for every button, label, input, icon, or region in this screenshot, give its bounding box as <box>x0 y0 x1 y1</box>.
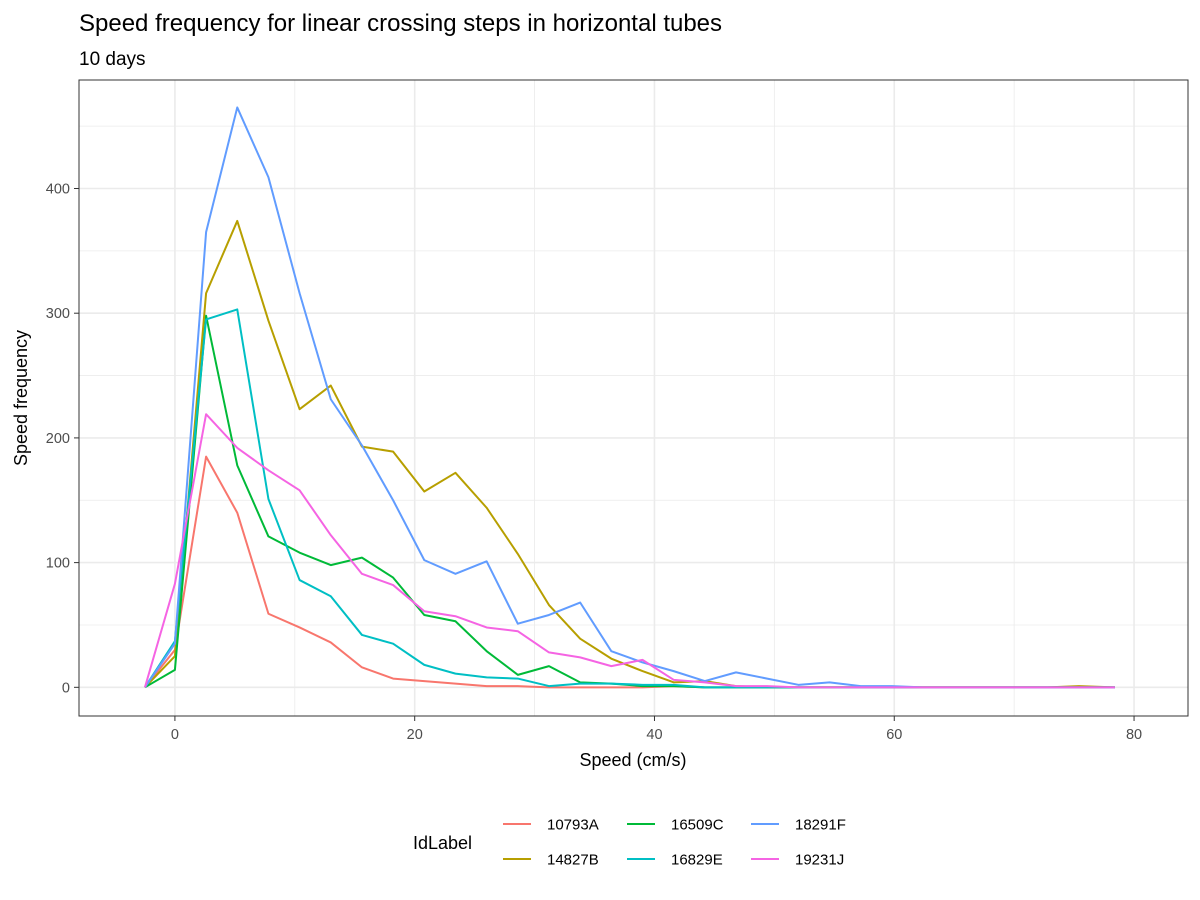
series-line-19231J <box>143 413 1115 689</box>
x-tick-label: 80 <box>1126 727 1142 743</box>
legend-label: 18291F <box>795 817 846 834</box>
grid-major <box>79 80 1188 716</box>
y-tick-label: 300 <box>46 306 70 322</box>
legend-label: 16829E <box>671 852 723 869</box>
grid-minor <box>79 80 1188 716</box>
x-axis-title: Speed (cm/s) <box>579 750 686 770</box>
legend-label: 10793A <box>547 817 599 834</box>
x-tick-label: 0 <box>171 727 179 743</box>
plot-panel <box>79 80 1188 716</box>
legend-label: 19231J <box>795 852 844 869</box>
x-tick-label: 40 <box>646 727 662 743</box>
y-tick-label: 400 <box>46 181 70 197</box>
x-tick-label: 60 <box>886 727 902 743</box>
x-axis: 0 20 40 60 80 <box>171 716 1142 743</box>
x-tick-label: 20 <box>407 727 423 743</box>
chart-title: Speed frequency for linear crossing step… <box>79 10 722 37</box>
y-axis: 0 100 200 300 400 <box>46 181 79 696</box>
y-tick-label: 100 <box>46 556 70 572</box>
plot-border <box>78 79 1189 717</box>
legend-label: 16509C <box>671 817 724 834</box>
y-axis-title: Speed frequency <box>11 330 31 466</box>
y-tick-label: 200 <box>46 431 70 447</box>
legend: IdLabel 10793A 14827B 16509C 16829E 18291F 19… <box>413 817 846 869</box>
y-tick-label: 0 <box>62 680 70 696</box>
series-lines <box>143 106 1115 689</box>
legend-label: 14827B <box>547 852 599 869</box>
legend-title: IdLabel <box>413 833 472 853</box>
chart-subtitle: 10 days <box>79 49 146 70</box>
